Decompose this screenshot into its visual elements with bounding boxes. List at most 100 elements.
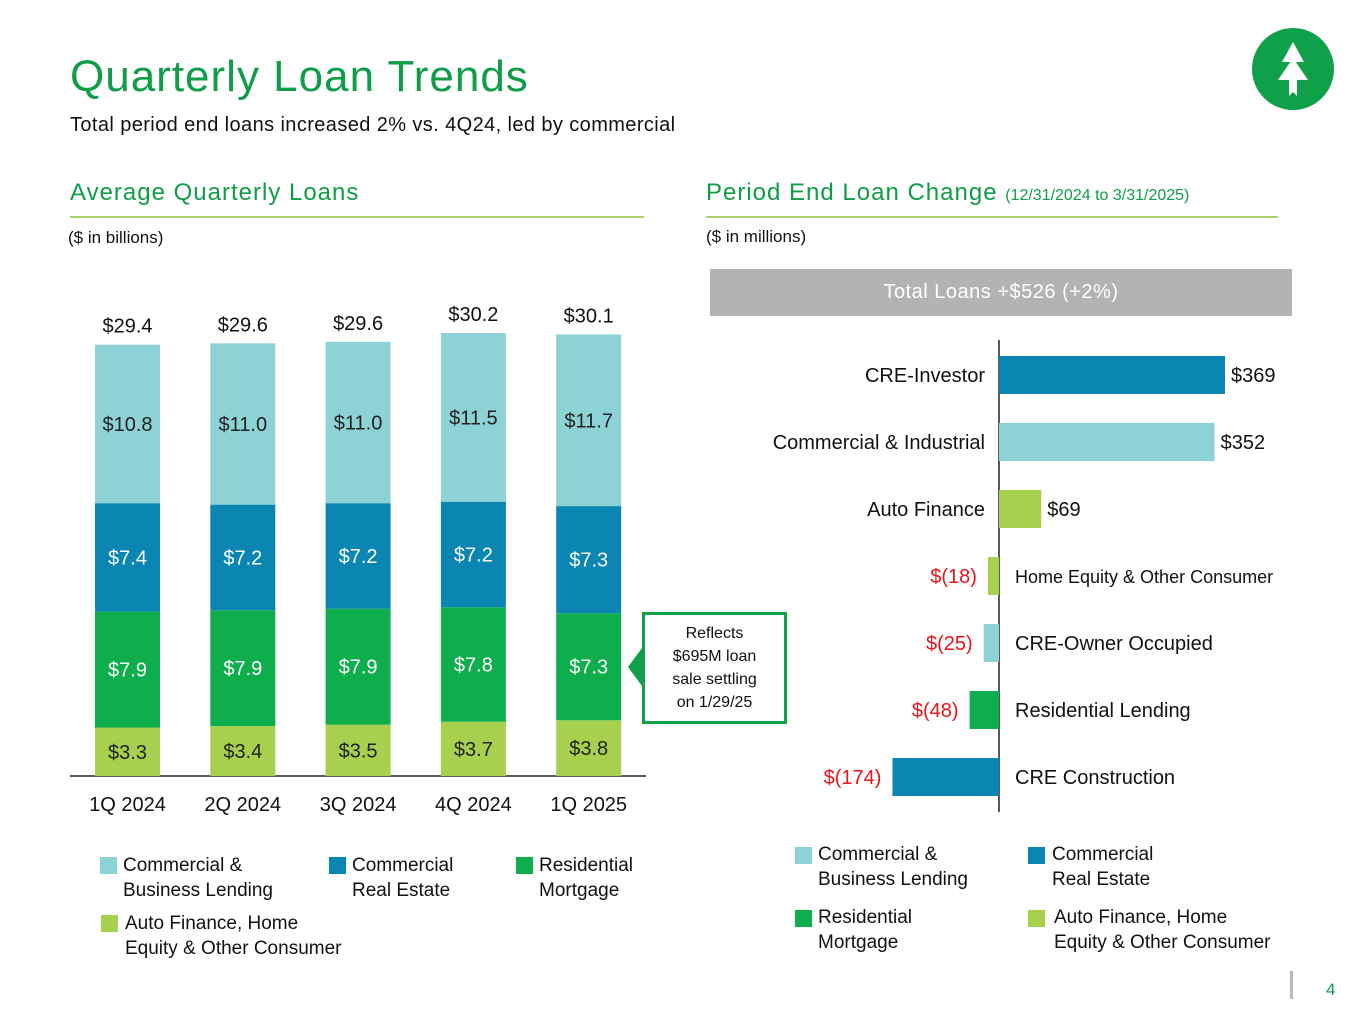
bar-value-label: $11.0 bbox=[219, 414, 268, 436]
x-tick-label: 4Q 2024 bbox=[435, 794, 512, 816]
legend-swatch-consumer bbox=[1028, 910, 1045, 927]
bar-value-label: $(18) bbox=[930, 566, 977, 588]
bar-segment bbox=[325, 608, 391, 725]
bar-segment bbox=[325, 341, 391, 504]
bar-segment bbox=[210, 726, 276, 776]
legend-label-cbl: Commercial & Business Lending bbox=[818, 844, 968, 890]
bar-segment bbox=[556, 613, 622, 721]
right-panel-date-range: (12/31/2024 to 3/31/2025) bbox=[1005, 187, 1190, 204]
bar-value-label: $3.3 bbox=[108, 742, 147, 764]
legend-label-cre: Commercial Real Estate bbox=[352, 855, 454, 901]
right-panel-unit: ($ in millions) bbox=[706, 227, 807, 246]
bar-value-label: $7.8 bbox=[454, 655, 493, 677]
bar-segment bbox=[440, 721, 506, 776]
legend-swatch-cbl bbox=[795, 847, 812, 864]
left-panel-unit: ($ in billions) bbox=[68, 228, 164, 247]
bar-segment bbox=[210, 504, 276, 611]
category-label: Home Equity & Other Consumer bbox=[1015, 567, 1273, 587]
bar-segment bbox=[325, 724, 391, 776]
tree-logo-icon bbox=[1252, 28, 1334, 110]
bar-segment bbox=[556, 506, 622, 614]
legend-label-cbl: Commercial & Business Lending bbox=[123, 855, 273, 901]
bar-value-label: $11.7 bbox=[564, 410, 613, 432]
category-label: Residential Lending bbox=[1015, 700, 1191, 722]
legend-swatch-resi bbox=[516, 857, 533, 874]
hbar bbox=[999, 356, 1225, 394]
page-subtitle: Total period end loans increased 2% vs. … bbox=[70, 114, 676, 136]
bar-value-label: $11.5 bbox=[449, 407, 498, 429]
legend-label-resi: Residential Mortgage bbox=[818, 907, 912, 953]
bar-value-label: $(174) bbox=[824, 767, 882, 789]
category-label: CRE-Owner Occupied bbox=[1015, 633, 1213, 655]
category-label: Auto Finance bbox=[867, 499, 985, 521]
callout-line: $695M loan bbox=[672, 648, 757, 665]
bar-value-label: $352 bbox=[1221, 432, 1266, 454]
bar-total-label: $29.6 bbox=[333, 313, 383, 335]
bar-total-label: $29.4 bbox=[102, 316, 152, 338]
loan-sale-callout: Reflects $695M loan sale settling on 1/2… bbox=[642, 612, 787, 724]
legend-swatch-resi bbox=[795, 910, 812, 927]
bar-segment bbox=[440, 501, 506, 608]
page-divider bbox=[1290, 971, 1293, 999]
bar-segment bbox=[556, 720, 622, 776]
bar-value-label: $7.3 bbox=[569, 550, 608, 572]
x-tick-label: 1Q 2025 bbox=[550, 794, 627, 816]
hbar bbox=[999, 490, 1042, 528]
bar-segment bbox=[95, 611, 160, 728]
bar-value-label: $7.2 bbox=[454, 545, 493, 567]
bar-segment bbox=[210, 610, 276, 727]
legend-label-resi: Residential Mortgage bbox=[539, 855, 633, 901]
callout-arrow bbox=[628, 648, 642, 686]
bar-value-label: $369 bbox=[1231, 365, 1276, 387]
hbar bbox=[987, 557, 999, 595]
bar-segment bbox=[210, 343, 276, 505]
x-tick-label: 3Q 2024 bbox=[320, 794, 397, 816]
bar-value-label: $7.2 bbox=[223, 547, 262, 569]
hbar bbox=[969, 691, 999, 729]
bar-value-label: $7.9 bbox=[223, 658, 262, 680]
left-panel-rule bbox=[70, 216, 644, 218]
bar-total-label: $30.2 bbox=[448, 304, 498, 326]
page-number: 4 bbox=[1326, 980, 1336, 999]
bar-value-label: $3.8 bbox=[569, 738, 608, 760]
callout-line: sale settling bbox=[672, 671, 757, 688]
bar-value-label: $7.3 bbox=[569, 657, 608, 679]
hbar bbox=[999, 423, 1215, 461]
bar-segment bbox=[95, 727, 160, 776]
bar-value-label: $11.0 bbox=[334, 412, 383, 434]
bar-total-label: $29.6 bbox=[218, 314, 268, 336]
bar-value-label: $3.7 bbox=[454, 739, 493, 761]
bar-segment bbox=[325, 503, 391, 609]
right-panel-title-text: Period End Loan Change bbox=[706, 179, 998, 206]
bar-value-label: $3.5 bbox=[339, 740, 378, 762]
legend-label-consumer: Auto Finance, Home Equity & Other Consume… bbox=[1054, 907, 1271, 953]
page-title: Quarterly Loan Trends bbox=[70, 52, 529, 101]
legend-label-consumer: Auto Finance, Home Equity & Other Consume… bbox=[125, 913, 342, 959]
bar-value-label: $3.4 bbox=[223, 741, 262, 763]
bar-segment bbox=[95, 503, 160, 612]
bar-value-label: $7.4 bbox=[108, 547, 147, 569]
bar-segment bbox=[440, 607, 506, 722]
legend-swatch-cbl bbox=[100, 857, 117, 874]
category-label: CRE Construction bbox=[1015, 767, 1175, 789]
total-loans-banner: Total Loans +$526 (+2%) bbox=[710, 269, 1292, 316]
category-label: CRE-Investor bbox=[865, 365, 985, 387]
bar-segment bbox=[556, 334, 622, 507]
left-panel-title: Average Quarterly Loans bbox=[70, 179, 360, 206]
right-panel-title: Period End Loan Change (12/31/2024 to 3/… bbox=[706, 179, 1189, 207]
bar-total-label: $30.1 bbox=[564, 305, 614, 327]
legend-label-cre: Commercial Real Estate bbox=[1052, 844, 1154, 890]
right-panel-rule bbox=[706, 216, 1278, 218]
bar-value-label: $(25) bbox=[926, 633, 973, 655]
bar-value-label: $69 bbox=[1047, 499, 1080, 521]
callout-line: on 1/29/25 bbox=[676, 694, 753, 711]
bar-value-label: $(48) bbox=[912, 700, 959, 722]
bar-segment bbox=[95, 344, 160, 504]
bar-value-label: $10.8 bbox=[102, 414, 152, 436]
hbar bbox=[892, 758, 999, 796]
legend-swatch-cre bbox=[329, 857, 346, 874]
x-tick-label: 2Q 2024 bbox=[204, 794, 281, 816]
legend-swatch-cre bbox=[1028, 847, 1045, 864]
callout-line: Reflects bbox=[685, 625, 744, 642]
bar-value-label: $7.9 bbox=[108, 660, 147, 682]
